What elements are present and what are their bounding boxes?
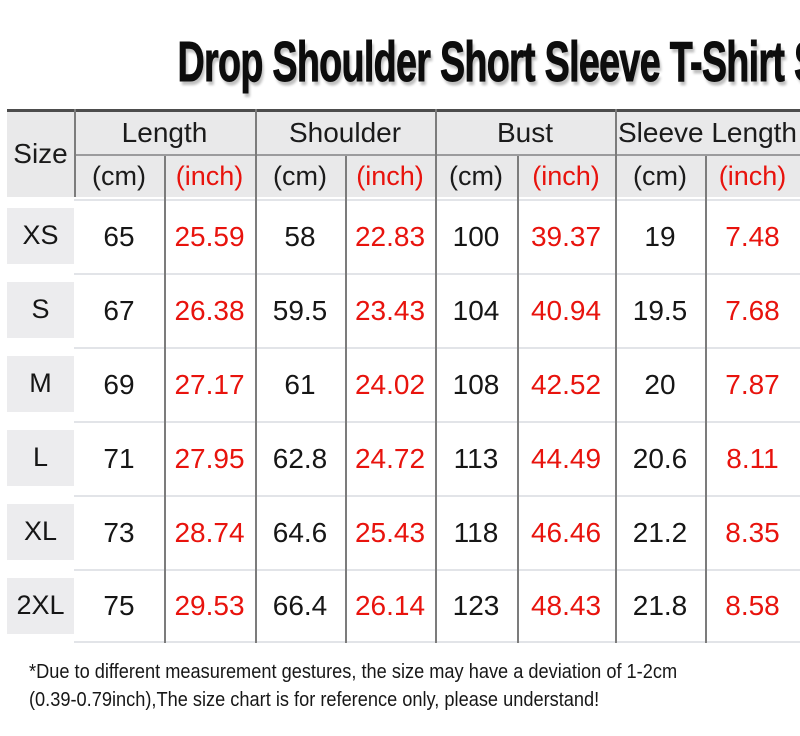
cell-shoulder-cm: 64.6 — [255, 494, 345, 569]
size-chip: XL — [7, 503, 74, 560]
grid-line-vertical — [435, 108, 437, 643]
table-row-xl: XL 73 28.74 64.6 25.43 118 46.46 21.2 8.… — [0, 494, 800, 569]
unit-length-cm: (cm) — [92, 160, 146, 191]
column-group-row: Length Shoulder Bust Sleeve Length — [74, 112, 800, 156]
grid-line-vertical — [517, 155, 519, 643]
grid-line-vertical — [164, 155, 166, 643]
cell-length-cm: 75 — [74, 568, 164, 643]
cell-length-inch: 27.95 — [164, 420, 255, 495]
cell-shoulder-inch: 22.83 — [345, 198, 435, 273]
unit-sleeve-cm: (cm) — [633, 160, 687, 191]
cell-sleeve-cm: 21.2 — [615, 494, 705, 569]
cell-shoulder-cm: 58 — [255, 198, 345, 273]
cell-shoulder-cm: 61 — [255, 346, 345, 421]
size-chip: L — [7, 429, 74, 486]
table-row-2xl: 2XL 75 29.53 66.4 26.14 123 48.43 21.8 8… — [0, 568, 800, 643]
table-row-xs: XS 65 25.59 58 22.83 100 39.37 19 7.48 — [0, 198, 800, 273]
size-label-cell: 2XL — [0, 569, 74, 643]
size-chip: XS — [7, 207, 74, 264]
cell-length-inch: 28.74 — [164, 494, 255, 569]
grid-line-vertical — [345, 155, 347, 643]
cell-bust-inch: 46.46 — [517, 494, 615, 569]
cell-sleeve-inch: 8.58 — [705, 568, 800, 643]
size-label-cell: XS — [0, 199, 74, 273]
column-group-length: Length — [121, 116, 208, 148]
page-title-wrap: Drop Shoulder Short Sleeve T-Shirt Size — [0, 30, 800, 96]
cell-bust-cm: 118 — [435, 494, 517, 569]
grid-line-vertical — [615, 108, 617, 643]
size-chip: 2XL — [7, 577, 74, 634]
cell-sleeve-inch: 7.68 — [705, 272, 800, 347]
cell-length-cm: 67 — [74, 272, 164, 347]
size-label-cell: M — [0, 347, 74, 421]
cell-sleeve-cm: 19 — [615, 198, 705, 273]
cell-length-inch: 27.17 — [164, 346, 255, 421]
column-group-sleeve-length: Sleeve Length — [617, 116, 798, 148]
cell-length-cm: 71 — [74, 420, 164, 495]
column-header-size: Size — [13, 138, 68, 170]
table-header: Size Length Shoulder Bust Sleeve Length … — [7, 108, 800, 197]
cell-length-inch: 26.38 — [164, 272, 255, 347]
footnote: *Due to different measurement gestures, … — [29, 658, 800, 714]
cell-sleeve-inch: 8.11 — [705, 420, 800, 495]
cell-length-cm: 73 — [74, 494, 164, 569]
column-group-shoulder: Shoulder — [288, 116, 402, 148]
cell-shoulder-cm: 62.8 — [255, 420, 345, 495]
cell-bust-cm: 108 — [435, 346, 517, 421]
grid-line-vertical — [705, 155, 707, 643]
unit-shoulder-cm: (cm) — [273, 160, 327, 191]
cell-shoulder-inch: 23.43 — [345, 272, 435, 347]
table-row-m: M 69 27.17 61 24.02 108 42.52 20 7.87 — [0, 346, 800, 421]
footnote-line-1: *Due to different measurement gestures, … — [29, 660, 678, 683]
table-row-s: S 67 26.38 59.5 23.43 104 40.94 19.5 7.6… — [0, 272, 800, 347]
cell-sleeve-cm: 20 — [615, 346, 705, 421]
cell-sleeve-cm: 20.6 — [615, 420, 705, 495]
size-label-cell: S — [0, 273, 74, 347]
cell-bust-inch: 48.43 — [517, 568, 615, 643]
unit-header-row: (cm) (inch) (cm) (inch) (cm) (inch) (cm)… — [74, 156, 800, 197]
cell-sleeve-inch: 7.87 — [705, 346, 800, 421]
unit-shoulder-inch: (inch) — [356, 160, 424, 191]
cell-length-inch: 25.59 — [164, 198, 255, 273]
cell-shoulder-inch: 26.14 — [345, 568, 435, 643]
unit-length-inch: (inch) — [175, 160, 244, 191]
size-label-cell: XL — [0, 495, 74, 569]
grid-line-vertical — [74, 108, 76, 197]
table-row-l: L 71 27.95 62.8 24.72 113 44.49 20.6 8.1… — [0, 420, 800, 495]
grid-line-vertical — [255, 108, 257, 643]
size-label-cell: L — [0, 421, 74, 495]
size-chip: S — [7, 281, 74, 338]
cell-shoulder-inch: 24.02 — [345, 346, 435, 421]
unit-sleeve-inch: (inch) — [718, 160, 787, 191]
table-body: XS 65 25.59 58 22.83 100 39.37 19 7.48 S… — [0, 198, 800, 643]
cell-bust-cm: 100 — [435, 198, 517, 273]
cell-bust-cm: 104 — [435, 272, 517, 347]
cell-length-cm: 65 — [74, 198, 164, 273]
cell-bust-inch: 42.52 — [517, 346, 615, 421]
cell-length-inch: 29.53 — [164, 568, 255, 643]
size-chart-table: Size Length Shoulder Bust Sleeve Length … — [0, 108, 800, 643]
cell-shoulder-inch: 24.72 — [345, 420, 435, 495]
page-title: Drop Shoulder Short Sleeve T-Shirt Size — [177, 30, 800, 95]
cell-shoulder-cm: 59.5 — [255, 272, 345, 347]
cell-bust-cm: 113 — [435, 420, 517, 495]
column-group-bust: Bust — [496, 116, 554, 148]
cell-bust-inch: 39.37 — [517, 198, 615, 273]
cell-bust-cm: 123 — [435, 568, 517, 643]
unit-bust-cm: (cm) — [449, 160, 503, 191]
cell-shoulder-cm: 66.4 — [255, 568, 345, 643]
cell-sleeve-cm: 21.8 — [615, 568, 705, 643]
cell-bust-inch: 44.49 — [517, 420, 615, 495]
size-chip: M — [7, 355, 74, 412]
footnote-line-2: (0.39-0.79inch),The size chart is for re… — [29, 688, 600, 711]
cell-bust-inch: 40.94 — [517, 272, 615, 347]
cell-sleeve-cm: 19.5 — [615, 272, 705, 347]
cell-sleeve-inch: 8.35 — [705, 494, 800, 569]
cell-length-cm: 69 — [74, 346, 164, 421]
cell-sleeve-inch: 7.48 — [705, 198, 800, 273]
unit-bust-inch: (inch) — [532, 160, 600, 191]
cell-shoulder-inch: 25.43 — [345, 494, 435, 569]
